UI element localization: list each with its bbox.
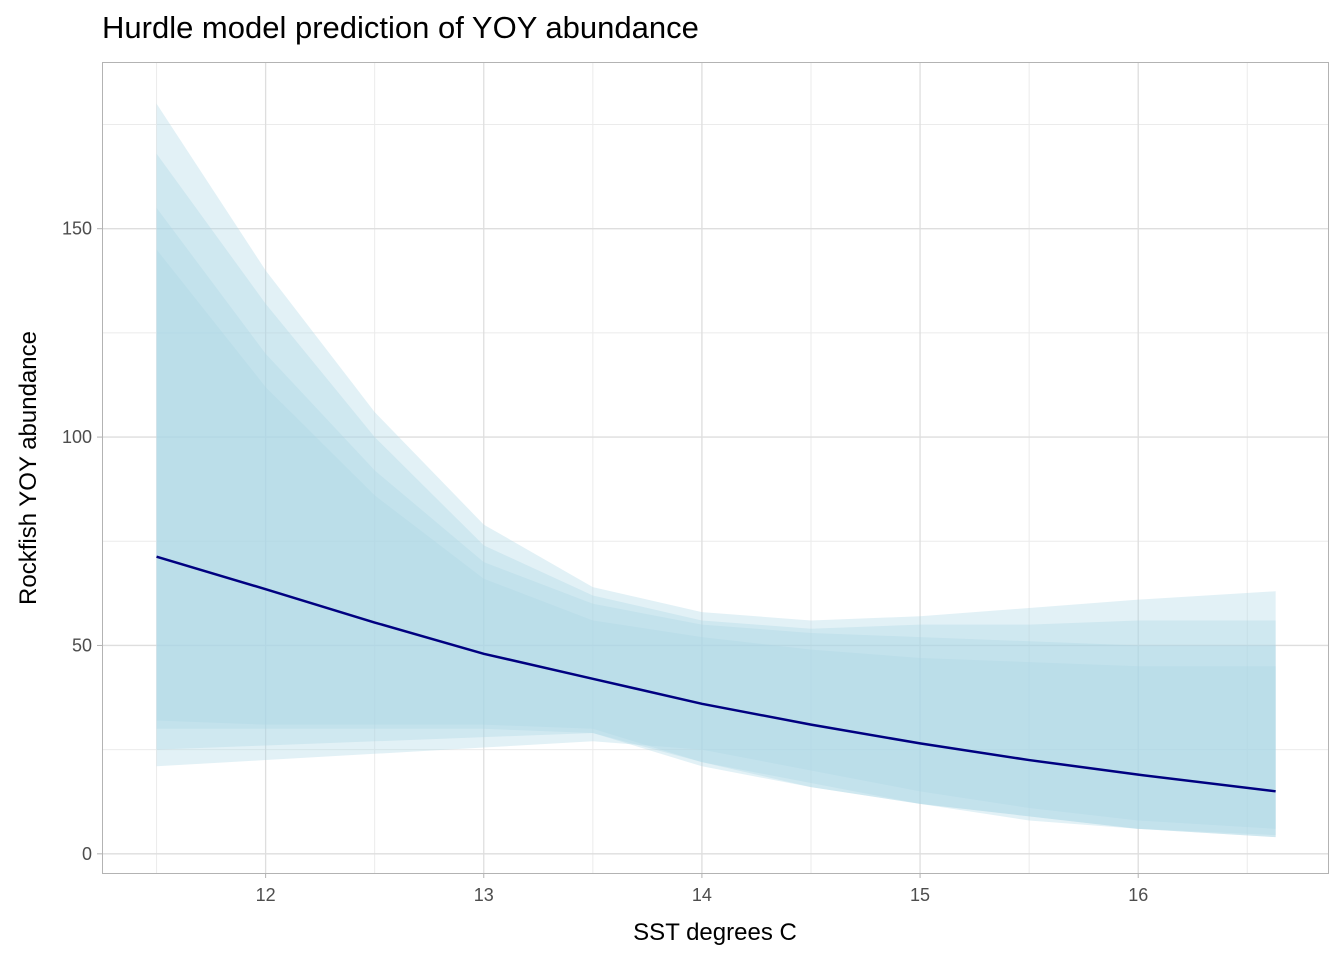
lines bbox=[156, 555, 1276, 793]
y-tick-label: 0 bbox=[82, 844, 92, 864]
chart-title: Hurdle model prediction of YOY abundance bbox=[102, 10, 699, 45]
x-tick-label: 14 bbox=[692, 885, 712, 905]
x-tick-label: 12 bbox=[256, 885, 276, 905]
y-tick-label: 50 bbox=[72, 635, 92, 655]
x-tick-label: 13 bbox=[474, 885, 494, 905]
ticks: 12 13 14 15 16 0 50 100 150 bbox=[62, 219, 1148, 905]
ribbon-draws-4 bbox=[156, 249, 1276, 838]
y-tick-label: 150 bbox=[62, 219, 92, 239]
ribbon-draws-outer bbox=[156, 103, 1276, 829]
ribbons bbox=[156, 103, 1276, 838]
y-axis-label: Rockfish YOY abundance bbox=[15, 331, 42, 605]
ribbon-draws-3 bbox=[156, 207, 1276, 838]
x-tick-label: 16 bbox=[1128, 885, 1148, 905]
x-axis-label: SST degrees C bbox=[633, 919, 797, 946]
panel-border bbox=[102, 62, 1329, 874]
ribbon-draws-2 bbox=[156, 153, 1276, 836]
x-tick-label: 15 bbox=[910, 885, 930, 905]
y-tick-label: 100 bbox=[62, 427, 92, 447]
series-line-mean bbox=[156, 555, 1276, 793]
grid bbox=[102, 62, 1328, 873]
